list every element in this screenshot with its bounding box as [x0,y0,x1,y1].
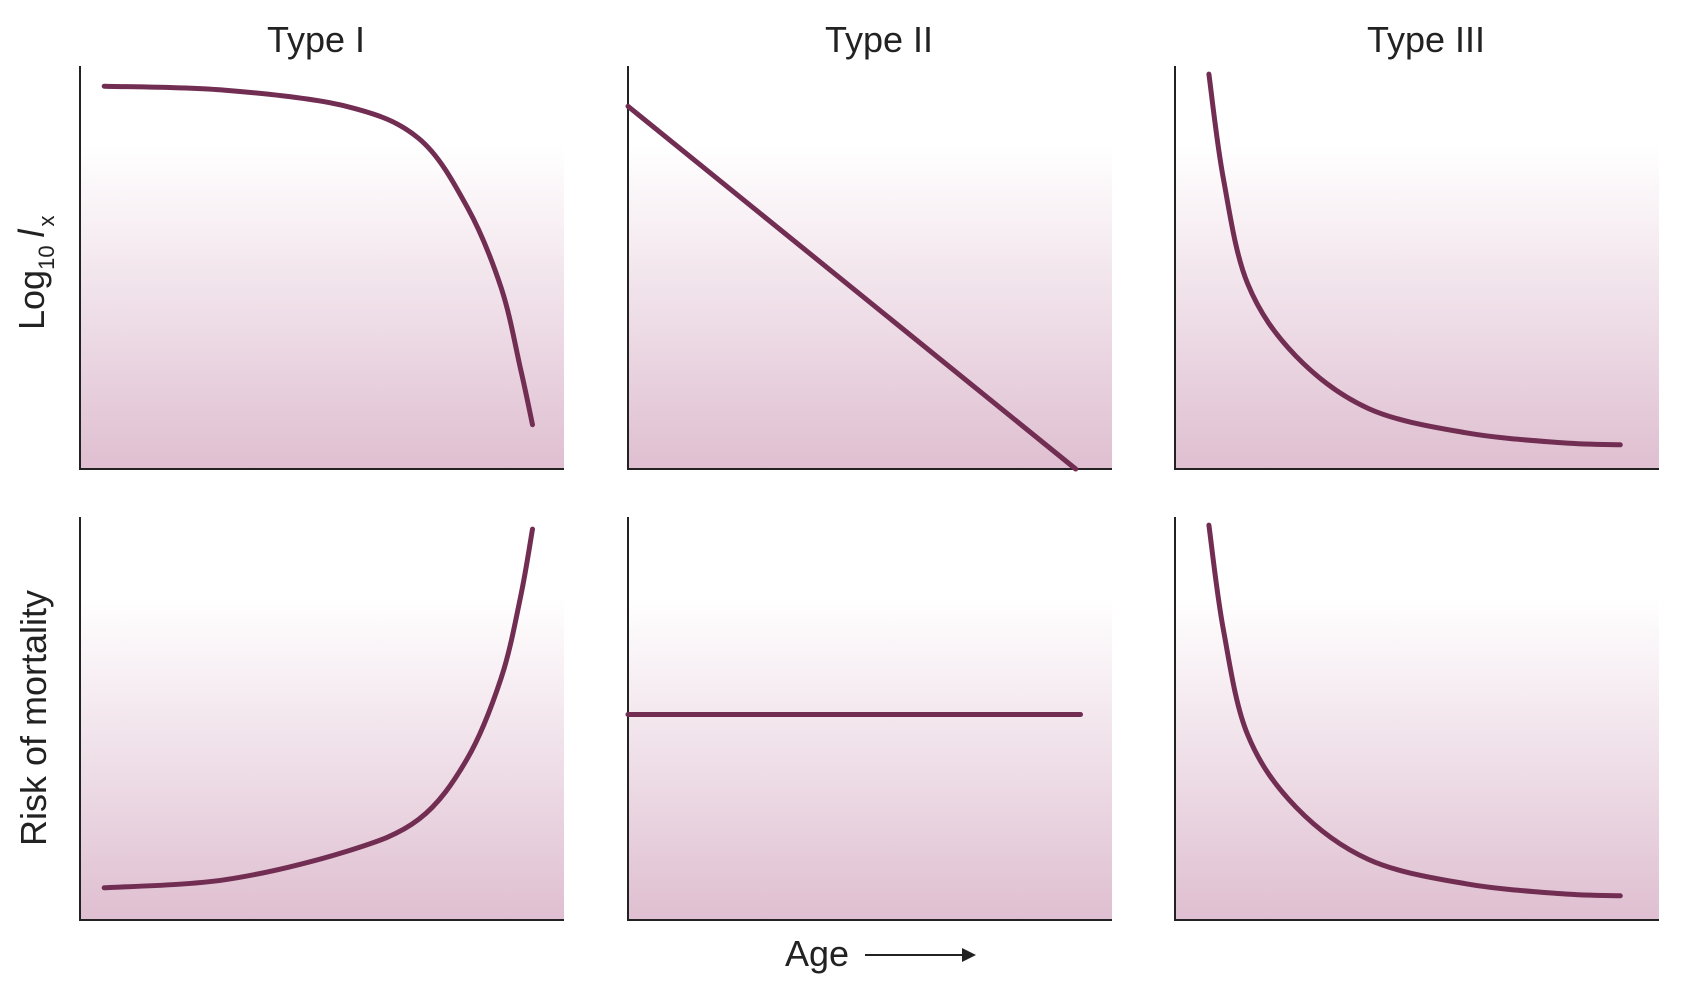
panel-top-type-ii-curve [625,103,1079,472]
panel-bottom-type-i-curve [101,526,535,891]
row-label-top-variable: l [11,228,52,237]
panel-top-type-i-axes [79,66,564,470]
panel-bottom-type-i-axes [79,517,564,921]
panel-bottom-type-iii-curve [1206,522,1623,899]
panel-bottom-type-i [79,517,564,921]
panel-bottom-type-ii-axes [627,517,1112,921]
x-axis-label: Age [785,933,849,974]
panel-bottom-type-i-background [80,517,564,920]
panel-bottom-type-iii [1174,517,1659,921]
panel-top-type-ii [625,66,1112,472]
column-title-type-1: Type I [267,19,365,60]
panel-top-type-i [79,66,564,470]
column-title-type-2: Type II [825,19,933,60]
panel-bottom-type-iii-axes [1174,517,1659,921]
panel-top-type-iii-axes [1174,66,1659,470]
panel-top-type-iii-curve [1206,71,1623,448]
panel-bottom-type-ii-background [628,517,1112,920]
panel-top-type-iii-background [1175,66,1659,469]
row-label-top: Log10 lx [11,215,59,330]
panel-top-type-i-curve [101,83,535,428]
panel-bottom-type-ii [625,517,1112,921]
panel-bottom-type-iii-background [1175,517,1659,920]
panel-top-type-iii [1174,66,1659,470]
age-arrow-icon [865,948,976,962]
row-label-top-variable-subscript: x [34,215,59,226]
panel-top-type-ii-axes [627,66,1112,470]
panel-top-type-i-background [80,66,564,469]
column-title-type-3: Type III [1367,19,1485,60]
panels-group [79,66,1659,921]
row-label-bottom: Risk of mortality [13,590,54,846]
row-label-top-base: Log [11,270,52,330]
row-label-top-subscript: 10 [34,245,59,269]
panel-top-type-ii-background [628,66,1112,469]
